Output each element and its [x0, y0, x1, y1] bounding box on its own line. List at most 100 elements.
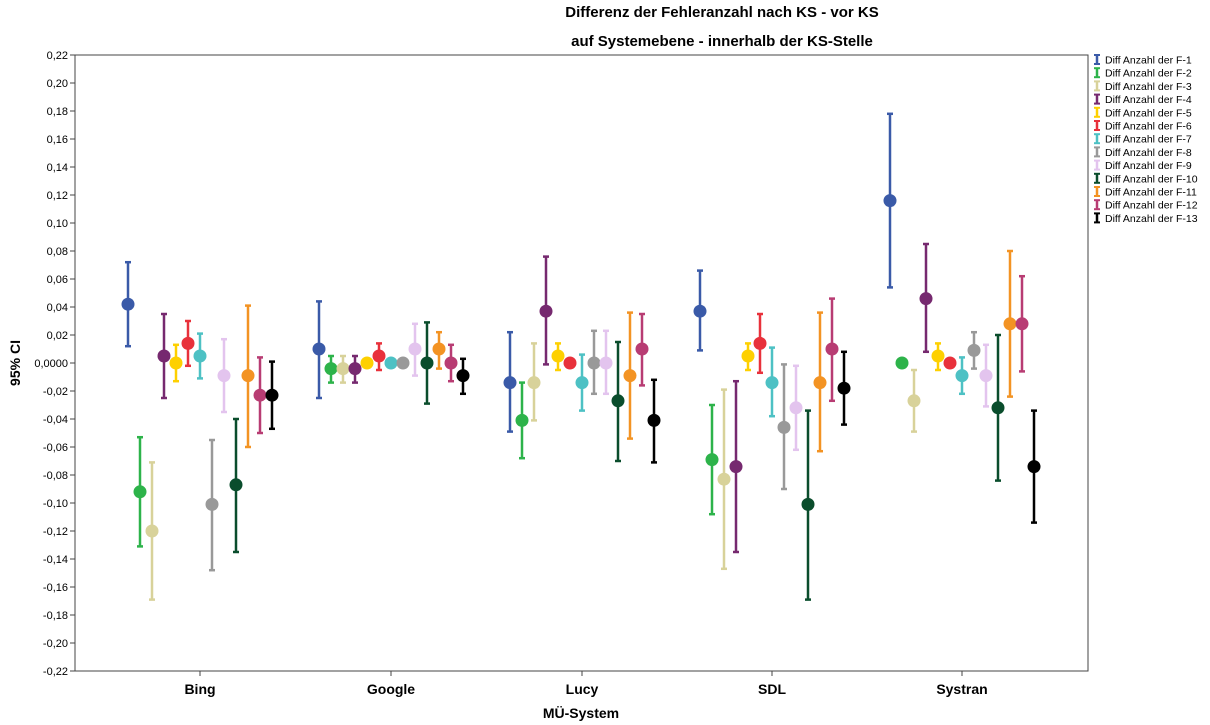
mean-point	[777, 420, 791, 434]
mean-point	[693, 304, 707, 318]
y-tick-label: 0,22	[47, 50, 68, 62]
y-tick-label: 0,16	[47, 134, 68, 146]
mean-point	[432, 342, 446, 356]
x-category-label: Google	[367, 681, 415, 697]
y-tick-label: -0,02	[43, 386, 68, 398]
series-13	[265, 350, 1041, 524]
series-layer	[121, 112, 1041, 601]
mean-point	[789, 401, 803, 415]
y-tick-label: 0,12	[47, 190, 68, 202]
series-11	[241, 249, 1017, 453]
mean-point	[169, 356, 183, 370]
y-tick-label: -0,18	[43, 610, 68, 622]
mean-point	[515, 413, 529, 427]
y-tick-label: 0,02	[47, 330, 68, 342]
mean-point	[1003, 317, 1017, 331]
mean-point	[324, 362, 338, 376]
mean-point	[145, 524, 159, 538]
legend-item: Diff Anzahl der F-5	[1094, 106, 1192, 119]
mean-point	[825, 342, 839, 356]
x-category-label: Systran	[936, 681, 987, 697]
y-tick-label: -0,08	[43, 470, 68, 482]
mean-point	[181, 336, 195, 350]
mean-point	[729, 460, 743, 474]
mean-point	[587, 356, 601, 370]
y-tick-label: 0,0000	[34, 358, 68, 370]
mean-point	[312, 342, 326, 356]
legend-label: Diff Anzahl der F-11	[1105, 187, 1197, 199]
y-tick-label: -0,16	[43, 582, 68, 594]
mean-point	[991, 401, 1005, 415]
mean-point	[265, 388, 279, 402]
legend-item: Diff Anzahl der F-11	[1094, 186, 1197, 199]
y-axis: 0,22 0,20 0,18 0,16 0,14 0,12 0,10 0,08 0,06 0,04…	[34, 50, 75, 678]
mean-point	[336, 362, 350, 376]
mean-point	[241, 369, 255, 383]
legend-item: Diff Anzahl der F-1	[1094, 54, 1192, 67]
mean-point	[717, 472, 731, 486]
legend-label: Diff Anzahl der F-6	[1105, 121, 1192, 133]
y-tick-label: 0,06	[47, 274, 68, 286]
legend-item: Diff Anzahl der F-9	[1094, 159, 1192, 172]
mean-point	[253, 388, 267, 402]
legend-item: Diff Anzahl der F-3	[1094, 80, 1192, 93]
mean-point	[919, 292, 933, 306]
mean-point	[753, 336, 767, 350]
mean-point	[895, 356, 909, 370]
mean-point	[527, 376, 541, 390]
mean-point	[647, 413, 661, 427]
series-6	[181, 312, 957, 375]
mean-point	[348, 362, 362, 376]
series-5	[169, 342, 945, 383]
chart-title-line-1: Differenz der Fehleranzahl nach KS - vor…	[565, 4, 878, 21]
mean-point	[741, 349, 755, 363]
series-1	[121, 112, 897, 433]
mean-point	[384, 356, 398, 370]
y-tick-label: -0,12	[43, 526, 68, 538]
mean-point	[133, 485, 147, 499]
mean-point	[1015, 317, 1029, 331]
legend-item: Diff Anzahl der F-7	[1094, 133, 1192, 146]
series-10	[229, 321, 1005, 601]
chart-title-line-2: auf Systemebene - innerhalb der KS-Stell…	[571, 33, 873, 50]
mean-point	[157, 349, 171, 363]
mean-point	[705, 453, 719, 467]
legend-label: Diff Anzahl der F-8	[1105, 147, 1192, 159]
mean-point	[907, 394, 921, 408]
x-category-label: SDL	[758, 681, 786, 697]
mean-point	[883, 194, 897, 208]
legend-item: Diff Anzahl der F-13	[1094, 212, 1198, 225]
legend-item: Diff Anzahl der F-6	[1094, 120, 1192, 133]
legend-label: Diff Anzahl der F-12	[1105, 200, 1198, 212]
mean-point	[420, 356, 434, 370]
series-4	[157, 242, 933, 554]
y-tick-label: -0,10	[43, 498, 68, 510]
mean-point	[444, 356, 458, 370]
x-axis-label: MÜ-System	[543, 705, 619, 721]
mean-point	[623, 369, 637, 383]
legend-label: Diff Anzahl der F-4	[1105, 94, 1192, 106]
mean-point	[503, 376, 517, 390]
mean-point	[193, 349, 207, 363]
mean-point	[205, 497, 219, 511]
x-axis: Bing Google Lucy SDL Systran	[184, 671, 988, 697]
legend-item: Diff Anzahl der F-10	[1094, 172, 1198, 185]
y-tick-label: 0,04	[47, 302, 68, 314]
mean-point	[408, 342, 422, 356]
series-8	[205, 329, 981, 572]
legend-item: Diff Anzahl der F-4	[1094, 93, 1192, 106]
mean-point	[121, 297, 135, 311]
legend-label: Diff Anzahl der F-3	[1105, 81, 1192, 93]
series-12	[253, 274, 1029, 435]
mean-point	[931, 349, 945, 363]
series-7	[193, 332, 969, 418]
mean-point	[575, 376, 589, 390]
mean-point	[801, 497, 815, 511]
mean-point	[967, 343, 981, 357]
mean-point	[217, 369, 231, 383]
mean-point	[599, 356, 613, 370]
mean-point	[563, 356, 577, 370]
series-9	[217, 322, 993, 452]
legend-label: Diff Anzahl der F-1	[1105, 55, 1192, 67]
